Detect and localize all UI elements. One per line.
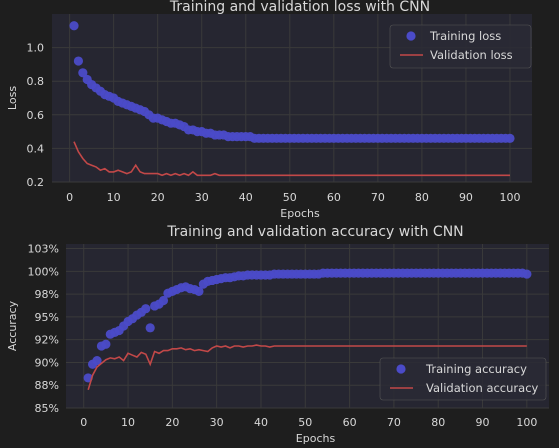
x-tick-label: 0 bbox=[66, 191, 73, 204]
legend-label: Validation accuracy bbox=[426, 381, 539, 395]
y-tick-label: 0.6 bbox=[27, 109, 45, 122]
x-tick-label: 30 bbox=[210, 416, 224, 429]
legend-label: Training accuracy bbox=[425, 362, 527, 376]
y-tick-label: 85% bbox=[35, 402, 59, 415]
x-tick-label: 0 bbox=[80, 416, 87, 429]
data-point bbox=[194, 286, 204, 296]
data-point bbox=[141, 304, 151, 314]
legend: Training loss Validation loss bbox=[389, 24, 532, 69]
x-tick-label: 80 bbox=[431, 416, 445, 429]
legend-point-marker bbox=[406, 31, 416, 41]
x-tick-label: 40 bbox=[239, 191, 253, 204]
x-tick-label: 70 bbox=[371, 191, 385, 204]
chart-loss: 0.2 0.4 0.6 0.8 1.0 0 10 20 30 40 50 60 70 80 90 100 Tra… bbox=[6, 0, 532, 220]
y-tick-label: 90% bbox=[35, 356, 59, 369]
data-point bbox=[522, 269, 532, 279]
data-point bbox=[78, 68, 88, 78]
data-point bbox=[73, 56, 84, 66]
legend-box bbox=[389, 24, 532, 69]
y-tick-label: 0.8 bbox=[27, 75, 45, 88]
y-tick-label: 98% bbox=[35, 288, 59, 301]
x-tick-label: 20 bbox=[165, 416, 179, 429]
legend-label: Training loss bbox=[429, 29, 501, 43]
x-tick-label: 20 bbox=[151, 191, 165, 204]
y-axis-label: Loss bbox=[6, 86, 19, 110]
legend-box bbox=[379, 357, 547, 401]
y-tick-label: 1.0 bbox=[27, 42, 45, 55]
y-axis-label: Accuracy bbox=[6, 300, 19, 351]
x-tick-label: 50 bbox=[298, 416, 312, 429]
x-tick-label: 40 bbox=[254, 416, 268, 429]
data-point bbox=[158, 295, 169, 306]
x-tick-label: 80 bbox=[415, 191, 429, 204]
x-tick-label: 90 bbox=[459, 191, 473, 204]
series-line-validation-loss bbox=[73, 141, 510, 177]
chart-title: Training and validation accuracy with CN… bbox=[166, 224, 463, 240]
x-axis-label: Epochs bbox=[296, 432, 336, 445]
y-tick-label: 103% bbox=[28, 243, 59, 256]
x-tick-label: 90 bbox=[476, 416, 490, 429]
legend-label: Validation loss bbox=[430, 48, 513, 62]
x-tick-label: 60 bbox=[327, 191, 341, 204]
data-point bbox=[145, 323, 155, 333]
data-point bbox=[505, 133, 515, 143]
y-tick-label: 0.2 bbox=[27, 176, 45, 189]
data-point bbox=[69, 21, 79, 31]
legend: Training accuracy Validation accuracy bbox=[379, 357, 547, 401]
series-line-validation-accuracy bbox=[87, 344, 527, 391]
x-tick-label: 50 bbox=[283, 191, 297, 204]
x-tick-label: 100 bbox=[499, 191, 520, 204]
y-tick-label: 0.4 bbox=[27, 142, 45, 155]
data-point bbox=[92, 356, 102, 366]
legend-point-marker bbox=[396, 364, 406, 374]
x-tick-label: 60 bbox=[343, 416, 357, 429]
data-point bbox=[101, 339, 111, 349]
y-tick-label: 100% bbox=[28, 265, 59, 278]
x-tick-label: 10 bbox=[121, 416, 135, 429]
y-tick-label: 92% bbox=[35, 334, 59, 347]
y-tick-label: 95% bbox=[35, 311, 59, 324]
chart-title: Training and validation loss with CNN bbox=[169, 0, 430, 15]
chart-accuracy: 85% 88% 90% 92% 95% 98% 100% 103% 0 10 20 30 40 50 60 7… bbox=[6, 224, 549, 445]
x-tick-label: 10 bbox=[107, 191, 121, 204]
x-tick-label: 100 bbox=[516, 416, 537, 429]
x-axis-label: Epochs bbox=[280, 207, 320, 220]
x-tick-label: 70 bbox=[387, 416, 401, 429]
y-tick-label: 88% bbox=[35, 379, 59, 392]
x-tick-label: 30 bbox=[195, 191, 209, 204]
